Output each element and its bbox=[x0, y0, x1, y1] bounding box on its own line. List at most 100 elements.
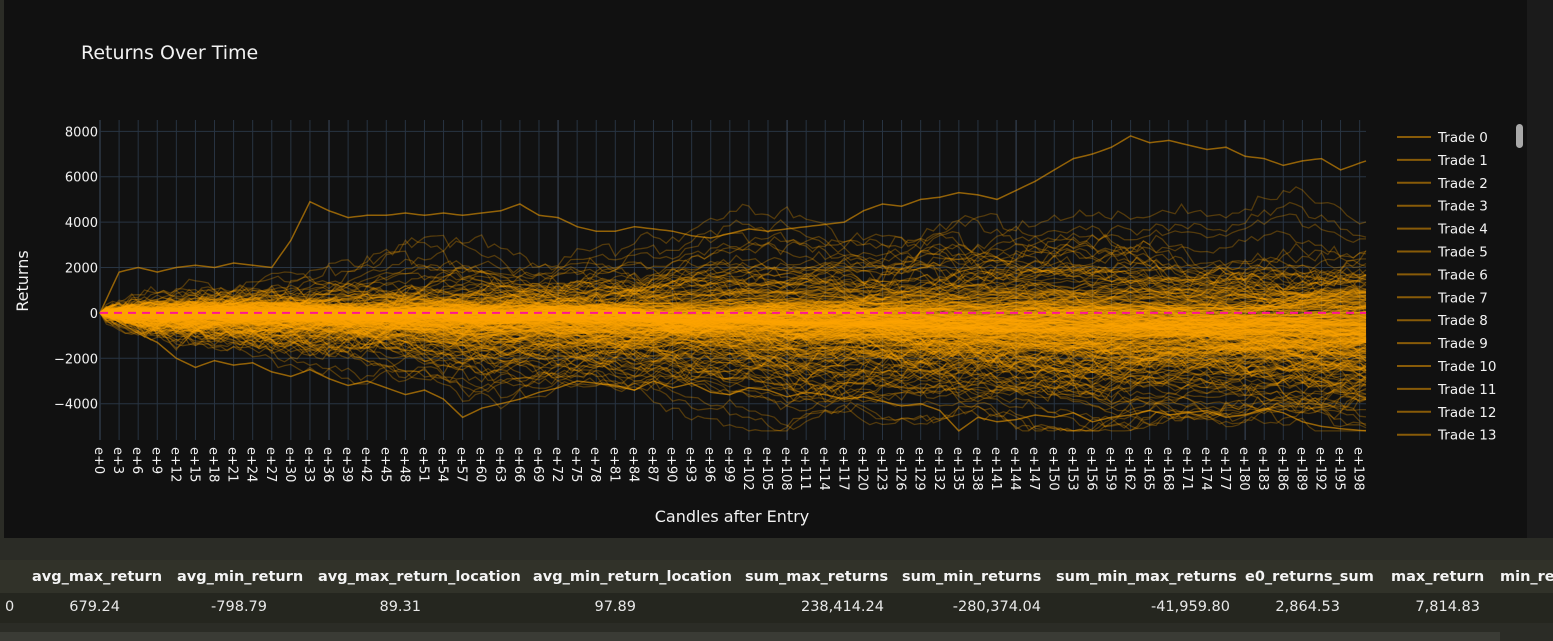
trade-line bbox=[99, 310, 1367, 335]
x-tick-label: e+72 bbox=[549, 447, 564, 482]
trade-line bbox=[99, 311, 1367, 327]
trade-line bbox=[99, 283, 1367, 376]
trade-line bbox=[99, 231, 1367, 322]
trade-line bbox=[99, 301, 1367, 347]
legend-label: Trade 2 bbox=[1437, 176, 1488, 192]
trade-line bbox=[99, 310, 1367, 410]
trade-line bbox=[99, 312, 1367, 386]
x-tick-label: e+3 bbox=[110, 447, 125, 474]
column-header: max_return bbox=[1391, 569, 1485, 585]
legend-item[interactable]: Trade 4 bbox=[1397, 222, 1488, 238]
trade-line bbox=[99, 298, 1367, 374]
trade-line bbox=[99, 309, 1367, 364]
trade-line bbox=[99, 312, 1367, 395]
trade-line bbox=[99, 287, 1367, 359]
trade-line bbox=[99, 302, 1367, 328]
trade-line bbox=[99, 285, 1367, 316]
legend-item[interactable]: Trade 13 bbox=[1397, 428, 1496, 444]
trade-line bbox=[99, 280, 1367, 336]
x-tick-label: e+159 bbox=[1103, 447, 1118, 491]
y-tick-label: −4000 bbox=[54, 398, 98, 413]
trade-line bbox=[99, 291, 1367, 373]
legend-item[interactable]: Trade 6 bbox=[1397, 267, 1488, 283]
x-tick-label: e+138 bbox=[969, 447, 984, 491]
legend-item[interactable]: Trade 3 bbox=[1397, 199, 1488, 215]
legend-label: Trade 9 bbox=[1437, 336, 1488, 352]
x-tick-label: e+69 bbox=[530, 447, 545, 482]
x-tick-label: e+186 bbox=[1274, 447, 1289, 491]
x-tick-label: e+126 bbox=[893, 447, 908, 491]
x-tick-label: e+168 bbox=[1160, 447, 1175, 491]
x-tick-label: e+180 bbox=[1236, 447, 1251, 491]
trade-line bbox=[99, 289, 1367, 316]
trade-line bbox=[99, 301, 1367, 325]
legend-item[interactable]: Trade 5 bbox=[1397, 245, 1488, 261]
legend-item[interactable]: Trade 9 bbox=[1397, 336, 1488, 352]
trade-line bbox=[99, 306, 1367, 341]
trade-line bbox=[99, 269, 1367, 318]
trade-line bbox=[99, 311, 1367, 390]
trade-line bbox=[99, 310, 1367, 381]
legend-item[interactable]: Trade 0 bbox=[1397, 130, 1488, 146]
trade-line bbox=[99, 282, 1367, 379]
trade-line bbox=[99, 310, 1367, 338]
trade-line bbox=[99, 275, 1367, 317]
trade-line bbox=[99, 301, 1367, 331]
trade-line bbox=[99, 310, 1367, 331]
trade-line bbox=[99, 259, 1367, 314]
cell-value: -798.79 bbox=[211, 599, 267, 615]
trade-line bbox=[99, 310, 1367, 321]
legend-item[interactable]: Trade 1 bbox=[1397, 153, 1488, 169]
trade-line bbox=[99, 312, 1367, 335]
legend-item[interactable]: Trade 8 bbox=[1397, 313, 1488, 329]
trade-line bbox=[99, 309, 1367, 332]
trade-line bbox=[99, 306, 1367, 356]
x-tick-label: e+147 bbox=[1026, 447, 1041, 491]
column-header: sum_max_returns bbox=[745, 569, 889, 585]
legend-item[interactable]: Trade 12 bbox=[1397, 405, 1496, 421]
trade-line bbox=[99, 304, 1367, 344]
trade-line bbox=[99, 312, 1366, 412]
trade-line bbox=[99, 287, 1367, 314]
trade-line bbox=[99, 305, 1367, 374]
trade-line bbox=[99, 300, 1367, 432]
trade-line bbox=[99, 284, 1367, 314]
x-tick-label: e+192 bbox=[1312, 447, 1327, 491]
column-header: sum_min_max_returns bbox=[1056, 569, 1237, 585]
trade-line bbox=[99, 306, 1367, 318]
trade-line bbox=[99, 298, 1367, 341]
trade-line bbox=[99, 308, 1367, 345]
legend[interactable]: Trade 0 Trade 1 Trade 2 Trade 3 Trade 4 Trade… bbox=[1397, 130, 1496, 444]
trade-line bbox=[99, 307, 1367, 329]
x-tick-label: e+162 bbox=[1122, 447, 1137, 491]
trade-line bbox=[99, 307, 1367, 336]
legend-item[interactable]: Trade 10 bbox=[1397, 359, 1496, 375]
horizontal-scrollbar[interactable] bbox=[0, 632, 1500, 641]
trade-line bbox=[99, 243, 1367, 314]
trade-line bbox=[100, 304, 1367, 329]
x-axis-label: Candles after Entry bbox=[655, 507, 810, 526]
trade-line bbox=[99, 310, 1367, 337]
trade-line bbox=[99, 303, 1367, 357]
trade-line bbox=[99, 292, 1367, 362]
x-tick-labels: e+0 e+3 e+6 e+9 e+12 e+15 e+18 e+21 e+24 e+27 e+30… bbox=[91, 447, 1366, 491]
trade-line bbox=[99, 311, 1367, 329]
trade-line bbox=[99, 297, 1367, 379]
x-tick-label: e+48 bbox=[396, 447, 411, 482]
trade-line bbox=[99, 309, 1367, 321]
legend-scrollbar[interactable] bbox=[1516, 124, 1523, 148]
legend-item[interactable]: Trade 2 bbox=[1397, 176, 1488, 192]
x-tick-label: e+93 bbox=[683, 447, 698, 482]
trade-line bbox=[99, 249, 1367, 360]
trade-line bbox=[99, 298, 1367, 315]
series-layer bbox=[99, 135, 1367, 432]
y-tick-label: 0 bbox=[90, 307, 98, 322]
x-tick-label: e+81 bbox=[606, 447, 621, 482]
x-tick-label: e+84 bbox=[625, 447, 640, 482]
legend-item[interactable]: Trade 7 bbox=[1397, 290, 1488, 306]
legend-item[interactable]: Trade 11 bbox=[1397, 382, 1496, 398]
trade-line bbox=[99, 307, 1367, 334]
trade-line bbox=[99, 312, 1367, 354]
trade-line bbox=[99, 283, 1367, 331]
trade-line bbox=[99, 311, 1367, 367]
